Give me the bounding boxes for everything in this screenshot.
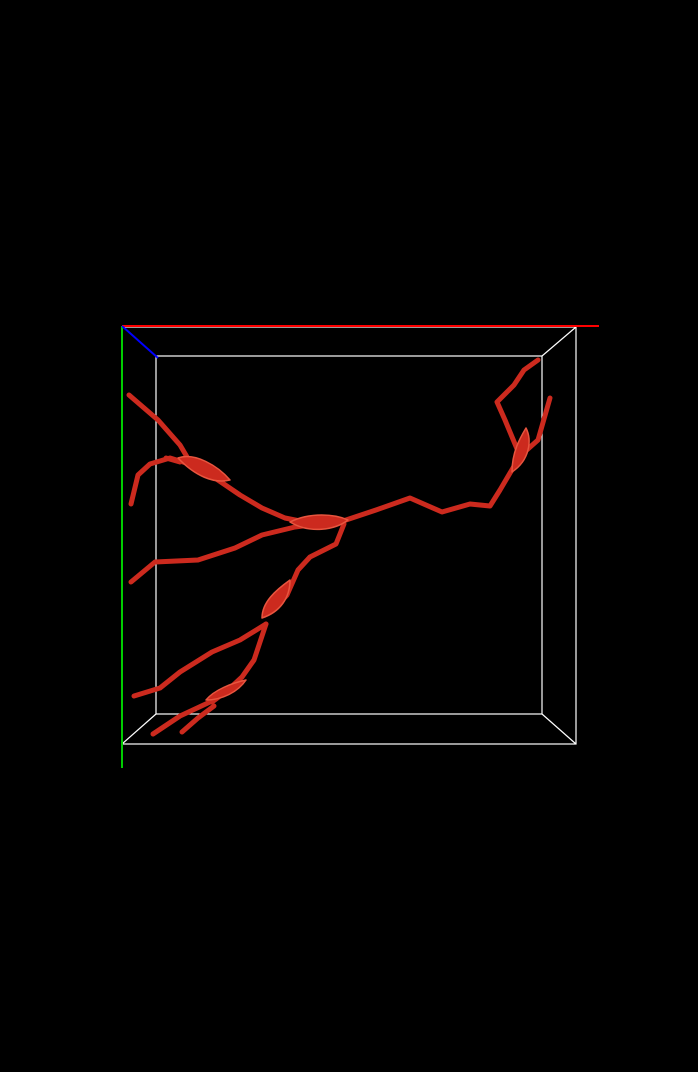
bounding-box-edge <box>541 713 577 745</box>
branch-lower-fork-a[interactable] <box>150 699 213 737</box>
bounding-box-edge <box>121 713 157 745</box>
swelling-lower-left[interactable] <box>205 679 247 701</box>
z-axis <box>121 325 159 359</box>
branch-upper-left-fork-2[interactable] <box>163 455 183 465</box>
branch-middle-left[interactable] <box>128 521 321 585</box>
branch-lower-left[interactable] <box>131 621 269 699</box>
axes-triad <box>121 325 599 768</box>
swelling-right[interactable] <box>511 427 530 473</box>
branch-lower-fork-b[interactable] <box>179 703 217 735</box>
branch-right[interactable] <box>337 453 523 525</box>
swelling-upper-left[interactable] <box>177 455 231 482</box>
branching-structure[interactable] <box>126 357 553 737</box>
bounding-box-edge <box>541 326 577 357</box>
swelling-center[interactable] <box>289 514 349 531</box>
branch-right-upper-a[interactable] <box>494 357 541 459</box>
swelling-lower[interactable] <box>261 579 291 619</box>
bounding-box-back-face <box>155 355 543 715</box>
